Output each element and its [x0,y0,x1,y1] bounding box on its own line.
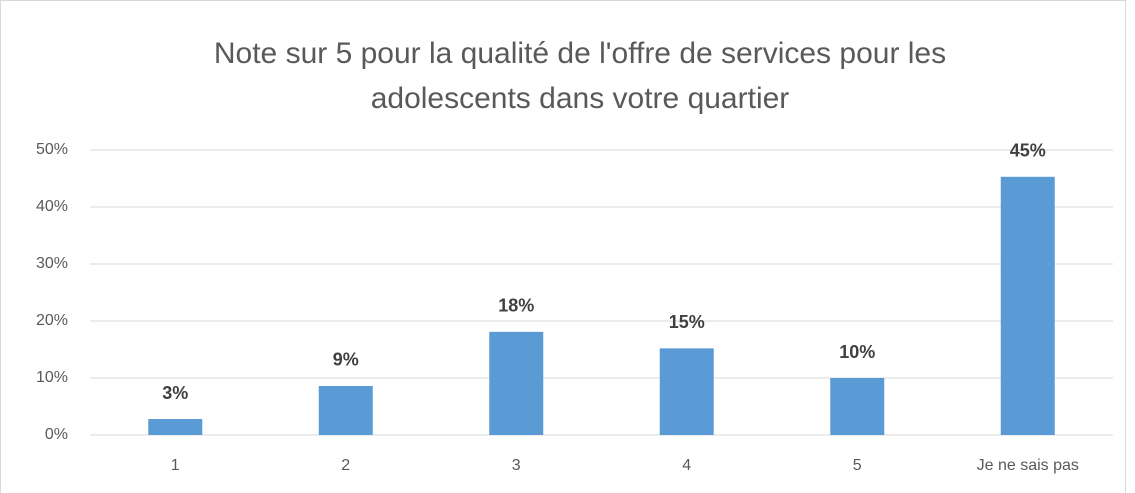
x-tick-label: 3 [512,457,521,474]
bar [659,348,714,435]
x-tick-label: 5 [853,457,862,474]
x-tick-label: Je ne sais pas [977,457,1079,474]
chart-title: adolescents dans votre quartier [371,82,790,115]
bar [148,419,203,435]
value-label: 3% [162,383,188,403]
y-tick-label: 40% [36,198,68,215]
x-tick-label: 2 [341,457,350,474]
bar [830,378,885,435]
y-tick-label: 50% [36,141,68,158]
y-tick-label: 0% [45,426,68,443]
value-label: 45% [1010,141,1046,161]
x-tick-label: 1 [171,457,180,474]
value-label: 10% [839,342,875,362]
x-tick-label: 4 [682,457,691,474]
y-tick-label: 20% [36,312,68,329]
value-label: 9% [333,350,359,370]
y-tick-label: 10% [36,369,68,386]
bar [1000,176,1055,436]
chart-title: Note sur 5 pour la qualité de l'offre de… [214,37,946,70]
value-label: 15% [669,312,705,332]
bar [489,331,544,435]
bar [318,385,373,435]
value-label: 18% [498,296,534,316]
y-tick-label: 30% [36,255,68,272]
